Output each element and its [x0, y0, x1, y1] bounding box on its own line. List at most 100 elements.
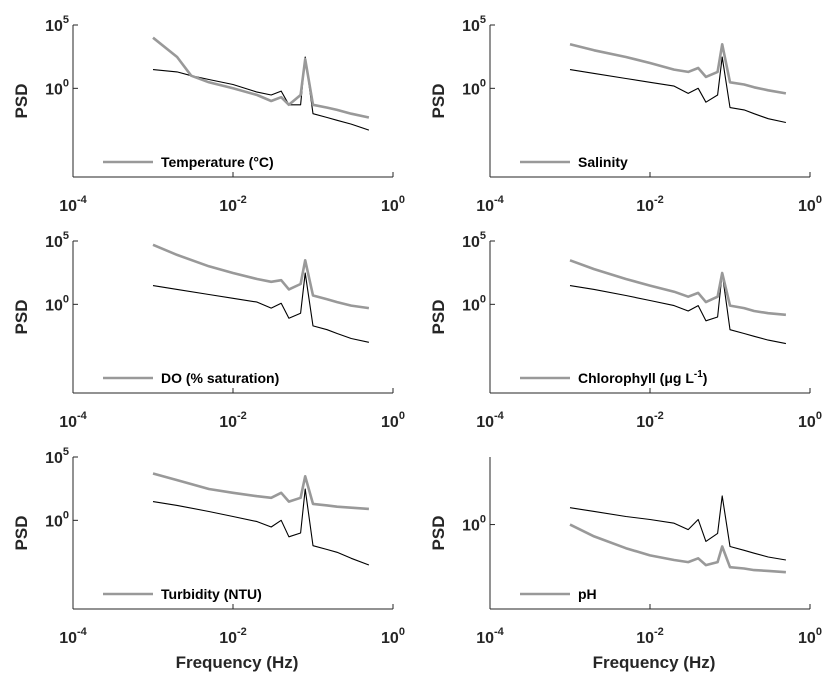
x-tick-label-base: 10 — [476, 630, 494, 647]
y-tick-label-exponent: 5 — [63, 14, 69, 26]
y-tick-label-exponent: 0 — [480, 293, 486, 305]
variable-spectrum-line — [569, 259, 787, 317]
y-tick-label-base: 10 — [45, 18, 63, 35]
x-tick-label-base: 10 — [476, 414, 494, 431]
x-tick-label-exponent: -2 — [237, 194, 247, 206]
x-tick-label-base: 10 — [798, 198, 816, 215]
y-tick-label: 100 — [462, 514, 486, 535]
reference-spectrum-line — [569, 495, 786, 561]
legend: pH — [520, 586, 597, 602]
legend-label-text: Salinity — [578, 154, 628, 170]
legend-label-text: Chlorophyll (μg L — [578, 370, 694, 386]
y-tick-label-exponent: 0 — [480, 514, 486, 526]
y-tick-label-base: 10 — [45, 450, 63, 467]
x-tick-label-exponent: -2 — [237, 410, 247, 422]
y-tick-label-exponent: 0 — [63, 293, 69, 305]
legend: Temperature (°C) — [103, 154, 274, 170]
variable-spectrum-line — [152, 36, 370, 119]
x-tick-label: 10-2 — [636, 626, 664, 647]
x-tick-label: 10-4 — [476, 626, 504, 647]
y-tick-label: 105 — [45, 230, 69, 251]
x-tick-label-exponent: 0 — [816, 194, 822, 206]
reference-spectrum-line — [569, 56, 787, 124]
x-tick-label-exponent: -4 — [494, 626, 505, 638]
y-tick-label-base: 10 — [45, 297, 63, 314]
x-tick-label-exponent: -4 — [77, 194, 88, 206]
variable-spectrum-line — [152, 472, 369, 511]
y-tick-label-exponent: 5 — [63, 230, 69, 242]
legend-label-close: ) — [703, 370, 708, 386]
x-tick-label: 100 — [798, 410, 822, 431]
x-tick-label-base: 10 — [381, 630, 399, 647]
y-tick-label-exponent: 0 — [63, 509, 69, 521]
x-tick-label: 10-4 — [59, 194, 87, 215]
y-tick-label-exponent: 5 — [480, 14, 486, 26]
x-tick-label-exponent: 0 — [816, 410, 822, 422]
x-axis-label: Frequency (Hz) — [593, 653, 716, 672]
legend-label-text: pH — [578, 586, 597, 602]
variable-spectrum-line — [569, 42, 787, 95]
y-tick-label: 100 — [45, 509, 69, 530]
x-tick-label-exponent: 0 — [399, 410, 405, 422]
x-tick-label: 10-4 — [476, 194, 504, 215]
reference-spectrum-line — [569, 272, 787, 345]
y-tick-label-base: 10 — [462, 81, 480, 98]
x-tick-label: 10-4 — [59, 626, 87, 647]
x-axis-label: Frequency (Hz) — [176, 653, 299, 672]
y-tick-label: 100 — [462, 77, 486, 98]
y-tick-label-exponent: 5 — [480, 230, 486, 242]
x-tick-label-base: 10 — [59, 414, 77, 431]
x-tick-label-base: 10 — [59, 198, 77, 215]
legend-label-superscript: -1 — [694, 369, 703, 380]
x-tick-label: 100 — [381, 194, 405, 215]
legend-label: Chlorophyll (μg L-1) — [578, 369, 707, 386]
x-tick-label-exponent: -4 — [494, 194, 505, 206]
x-tick-label-exponent: -4 — [77, 410, 88, 422]
y-tick-label: 100 — [45, 293, 69, 314]
x-tick-label-exponent: -2 — [237, 626, 247, 638]
x-tick-label-exponent: -4 — [77, 626, 88, 638]
variable-spectrum-line — [152, 243, 370, 310]
x-tick-label-exponent: 0 — [399, 626, 405, 638]
x-tick-label: 10-2 — [636, 410, 664, 431]
legend: DO (% saturation) — [103, 370, 279, 386]
x-tick-label: 100 — [381, 626, 405, 647]
x-tick-label-exponent: -2 — [654, 194, 664, 206]
reference-spectrum-line — [152, 488, 370, 566]
x-tick-label-base: 10 — [636, 198, 654, 215]
x-tick-label-exponent: -4 — [494, 410, 505, 422]
y-tick-label-base: 10 — [462, 234, 480, 251]
y-tick-label-base: 10 — [45, 513, 63, 530]
legend-label: DO (% saturation) — [161, 370, 279, 386]
x-tick-label-base: 10 — [219, 414, 237, 431]
y-tick-label-base: 10 — [45, 81, 63, 98]
y-tick-label: 105 — [45, 14, 69, 35]
legend-label-text: Temperature (°C) — [161, 154, 274, 170]
x-tick-label: 100 — [798, 194, 822, 215]
legend: Turbidity (NTU) — [103, 586, 262, 602]
x-tick-label-base: 10 — [636, 414, 654, 431]
legend-label-text: Turbidity (NTU) — [161, 586, 262, 602]
legend-label: pH — [578, 586, 597, 602]
y-tick-label-base: 10 — [45, 234, 63, 251]
x-tick-label-exponent: 0 — [816, 626, 822, 638]
reference-spectrum-line — [152, 56, 370, 131]
y-axis-label: PSD — [429, 84, 448, 119]
x-tick-label: 10-2 — [219, 410, 247, 431]
x-tick-label-exponent: -2 — [654, 626, 664, 638]
x-tick-label: 10-2 — [219, 626, 247, 647]
y-tick-label-exponent: 0 — [480, 77, 486, 89]
x-tick-label-base: 10 — [219, 630, 237, 647]
x-tick-label-base: 10 — [59, 630, 77, 647]
x-tick-label-exponent: -2 — [654, 410, 664, 422]
x-tick-label-base: 10 — [381, 198, 399, 215]
legend-label: Temperature (°C) — [161, 154, 274, 170]
y-tick-label: 105 — [462, 14, 486, 35]
x-tick-label: 100 — [381, 410, 405, 431]
reference-spectrum-line — [152, 272, 370, 343]
y-tick-label-base: 10 — [462, 18, 480, 35]
x-tick-label: 10-4 — [59, 410, 87, 431]
x-tick-label-base: 10 — [798, 630, 816, 647]
